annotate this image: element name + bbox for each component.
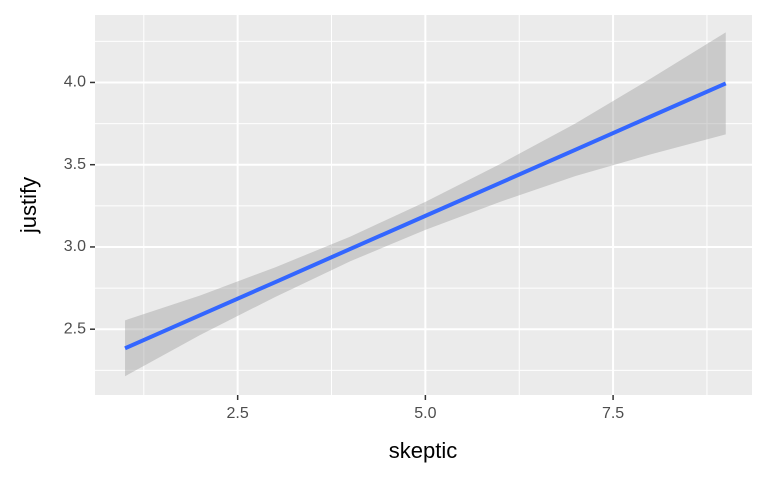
y-tick-label: 2.5 xyxy=(64,320,86,337)
y-tick-label: 4.0 xyxy=(64,74,86,91)
x-tick-label: 2.5 xyxy=(227,405,249,422)
fit-line xyxy=(124,81,727,351)
panel xyxy=(95,15,752,395)
y-tick-label: 3.5 xyxy=(64,156,86,173)
y-axis-title: justify xyxy=(16,177,41,234)
confidence-band xyxy=(125,32,726,377)
x-tick-label: 5.0 xyxy=(414,405,436,422)
x-axis-title: skeptic xyxy=(389,438,457,463)
y-tick-label: 3.0 xyxy=(64,238,86,255)
x-tick-label: 7.5 xyxy=(602,405,624,422)
